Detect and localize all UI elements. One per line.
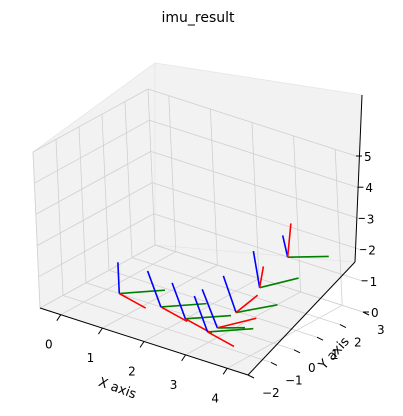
z-tick-label: 1 (370, 275, 378, 289)
y-tick (271, 362, 277, 365)
x-tick-label: 1 (87, 351, 95, 365)
x-tick-label: 4 (211, 391, 219, 405)
x-tick (140, 342, 144, 348)
y-tick (248, 375, 254, 378)
x-tick-label: 2 (128, 365, 136, 379)
z-tick-label: 4 (365, 181, 373, 195)
x-tick (182, 355, 186, 361)
z-tick-label: 5 (364, 150, 372, 164)
x-tick (223, 368, 227, 374)
y-tick-label: 0 (308, 361, 316, 375)
z-tick-label: 0 (371, 306, 379, 320)
x-tick-label: 3 (170, 378, 178, 392)
y-tick-label: −1 (285, 373, 303, 387)
x-tick (57, 315, 61, 321)
y-tick-label: 2 (354, 336, 362, 350)
frame-y-axis-segment (288, 256, 329, 257)
x-tick (98, 328, 102, 334)
y-tick-label: −2 (262, 386, 280, 400)
y-tick (294, 350, 300, 353)
x-tick-label: 0 (45, 338, 53, 352)
y-axis-label: Y axis (315, 334, 352, 373)
chart-title: imu_result (161, 10, 235, 26)
x-axis-label: X axis (96, 375, 138, 403)
axes-panes (33, 63, 362, 375)
y-tick-label: 3 (377, 323, 385, 337)
z-tick-label: 2 (368, 244, 376, 258)
z-tick-label: 3 (367, 212, 375, 226)
y-tick (340, 325, 346, 328)
y-tick (317, 337, 323, 340)
